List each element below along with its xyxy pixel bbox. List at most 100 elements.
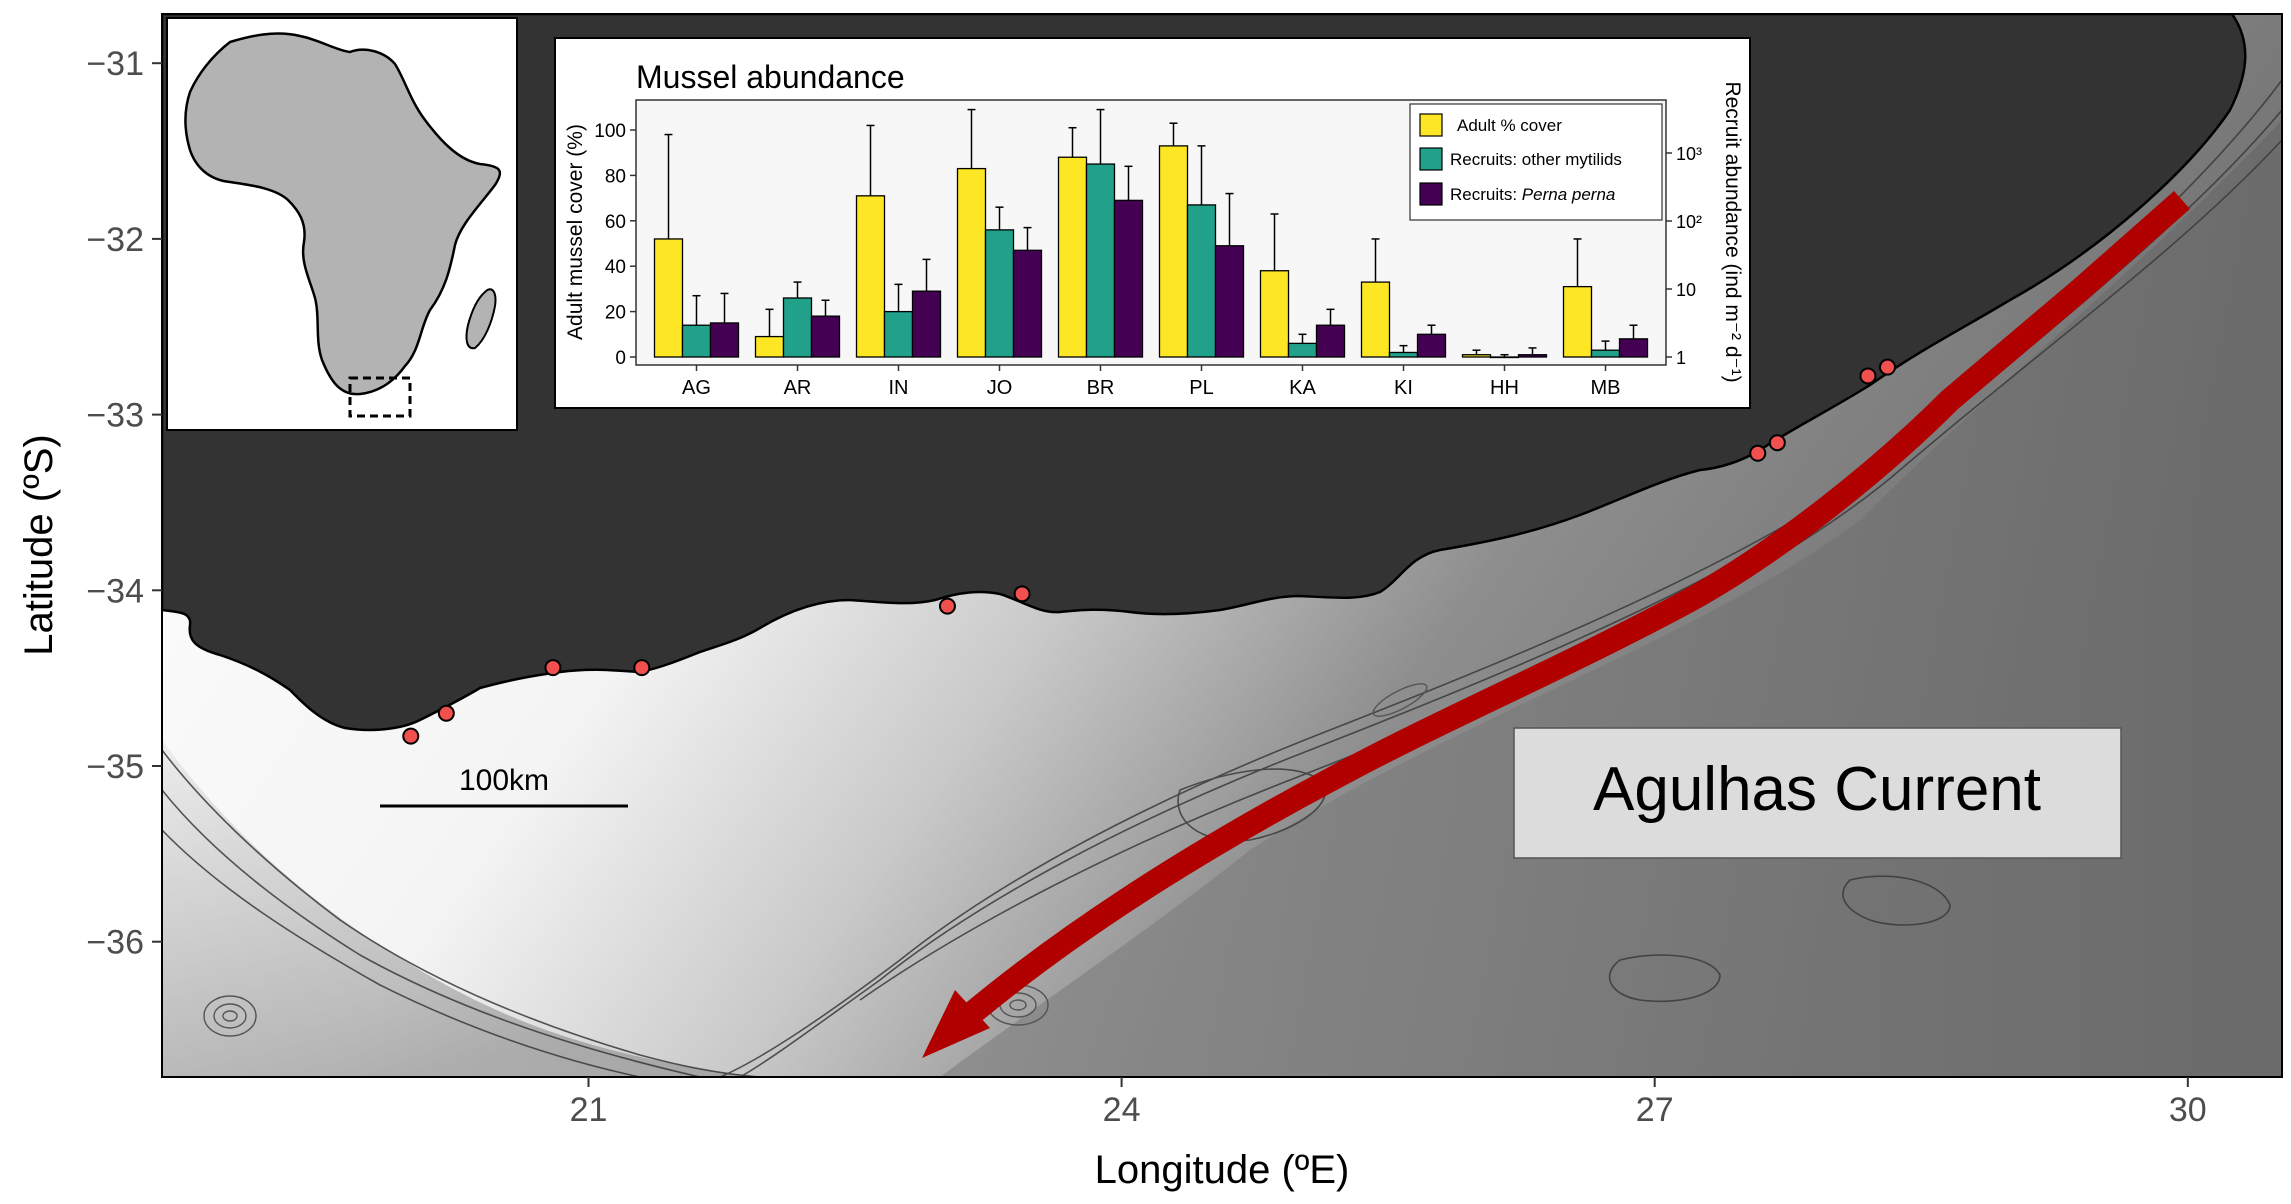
inset-category-axis: AG AR IN JO BR PL KA KI HH MB [682,365,1621,399]
right-tick-label: 10² [1676,212,1702,232]
agulhas-current-arrow [922,191,2190,1058]
site-marker [544,659,562,677]
y-tick-label: −35 [86,748,144,786]
x-tick-label: 21 [570,1091,608,1129]
legend-swatch-perna [1419,182,1443,206]
scale-bar-label: 100km [459,764,549,797]
bar [1388,351,1419,358]
left-tick-label: 60 [605,212,626,233]
site-marker [1749,444,1767,462]
bar [1517,354,1548,358]
bar [1461,354,1492,358]
bar [911,290,942,358]
bar [653,238,684,358]
bar [1186,204,1217,358]
y-tick-label: −34 [86,572,144,610]
x-axis: 21 24 27 30 [570,1077,2207,1129]
bar [782,297,813,358]
site-marker [1859,367,1877,385]
left-tick-label: 0 [615,348,626,369]
left-tick-label: 20 [605,303,626,324]
y-tick-label: −32 [86,221,144,259]
seamount-rings [203,683,1428,1037]
map-panel: 100km Agulhas Current Mussel abundance 0… [162,14,2282,1077]
bar [1214,245,1245,358]
site-marker [1768,434,1786,452]
legend-swatch-other [1419,147,1443,171]
bar [1057,156,1088,358]
site-marker [1013,585,1031,603]
bar [1416,333,1447,358]
bar [1259,270,1290,358]
bar [1287,342,1318,358]
category-tick-label: JO [987,377,1013,399]
madagascar [465,288,497,350]
category-tick-label: PL [1189,377,1213,399]
southwest-deep [162,740,760,1077]
bar [681,324,712,358]
inset-right-axis-label: Recruit abundance (ind m⁻² d⁻¹) [1721,81,1744,382]
map-panel-border [161,13,2283,1078]
y-axis-label: Latitude (ºS) [17,434,61,655]
category-tick-label: AR [784,377,812,399]
left-tick-label: 80 [605,166,626,187]
current-label: Agulhas Current [1593,755,2041,824]
bar [956,167,987,358]
legend-label-perna: Recruits: Perna perna [1450,185,1615,204]
africa-outline [184,32,502,396]
y-tick-label: −36 [86,924,144,962]
bar [1113,199,1144,358]
bar [1085,163,1116,358]
category-tick-label: HH [1490,377,1519,399]
current-label-box: Agulhas Current [1513,727,2122,859]
x-tick-label: 30 [2169,1091,2207,1129]
bar [810,315,841,358]
scale-bar: 100km [380,764,628,808]
right-tick-label: 10 [1676,280,1696,300]
bar [1315,324,1346,358]
site-marker [633,659,651,677]
bar [1489,356,1520,359]
study-area-box [348,376,412,418]
category-tick-label: IN [889,377,909,399]
site-marker [437,704,455,722]
inset-legend: Adult % cover Recruits: other mytilids R… [1409,103,1663,221]
site-marker [938,597,956,615]
category-tick-label: AG [682,377,711,399]
right-tick-label: 1 [1676,348,1686,368]
y-tick-label: −31 [86,45,144,83]
legend-swatch-adult [1419,113,1443,137]
right-tick-label: 10³ [1676,144,1702,164]
inset-chart-title: Mussel abundance [636,59,905,95]
bar [1360,281,1391,358]
bar [1158,145,1189,358]
left-tick-label: 100 [594,121,626,142]
site-marker [1878,358,1896,376]
category-tick-label: BR [1087,377,1115,399]
left-tick-label: 40 [605,257,626,278]
category-tick-label: KI [1394,377,1413,399]
y-tick-label: −33 [86,397,144,435]
inset-bars [653,108,1649,359]
locator-map [166,17,518,431]
bar [1562,285,1593,358]
site-marker [402,727,420,745]
legend-label-adult: Adult % cover [1457,116,1562,135]
inset-left-axis-label: Adult mussel cover (%) [564,124,587,340]
bar [754,335,785,358]
bar [709,322,740,358]
inset-left-axis: 0 20 40 60 80 100 [594,121,636,369]
x-axis-label: Longitude (ºE) [1095,1148,1350,1192]
bar [855,195,886,358]
legend-label-perna-species: Perna perna [1522,185,1616,204]
legend-label-perna-prefix: Recruits: [1450,185,1522,204]
inset-right-axis: 1 10 10² 10³ [1666,144,1702,368]
bar [1618,338,1649,358]
bar [1590,349,1621,358]
bar [984,229,1015,358]
bar [1012,249,1043,358]
site-markers [402,358,1896,745]
category-tick-label: KA [1289,377,1316,399]
